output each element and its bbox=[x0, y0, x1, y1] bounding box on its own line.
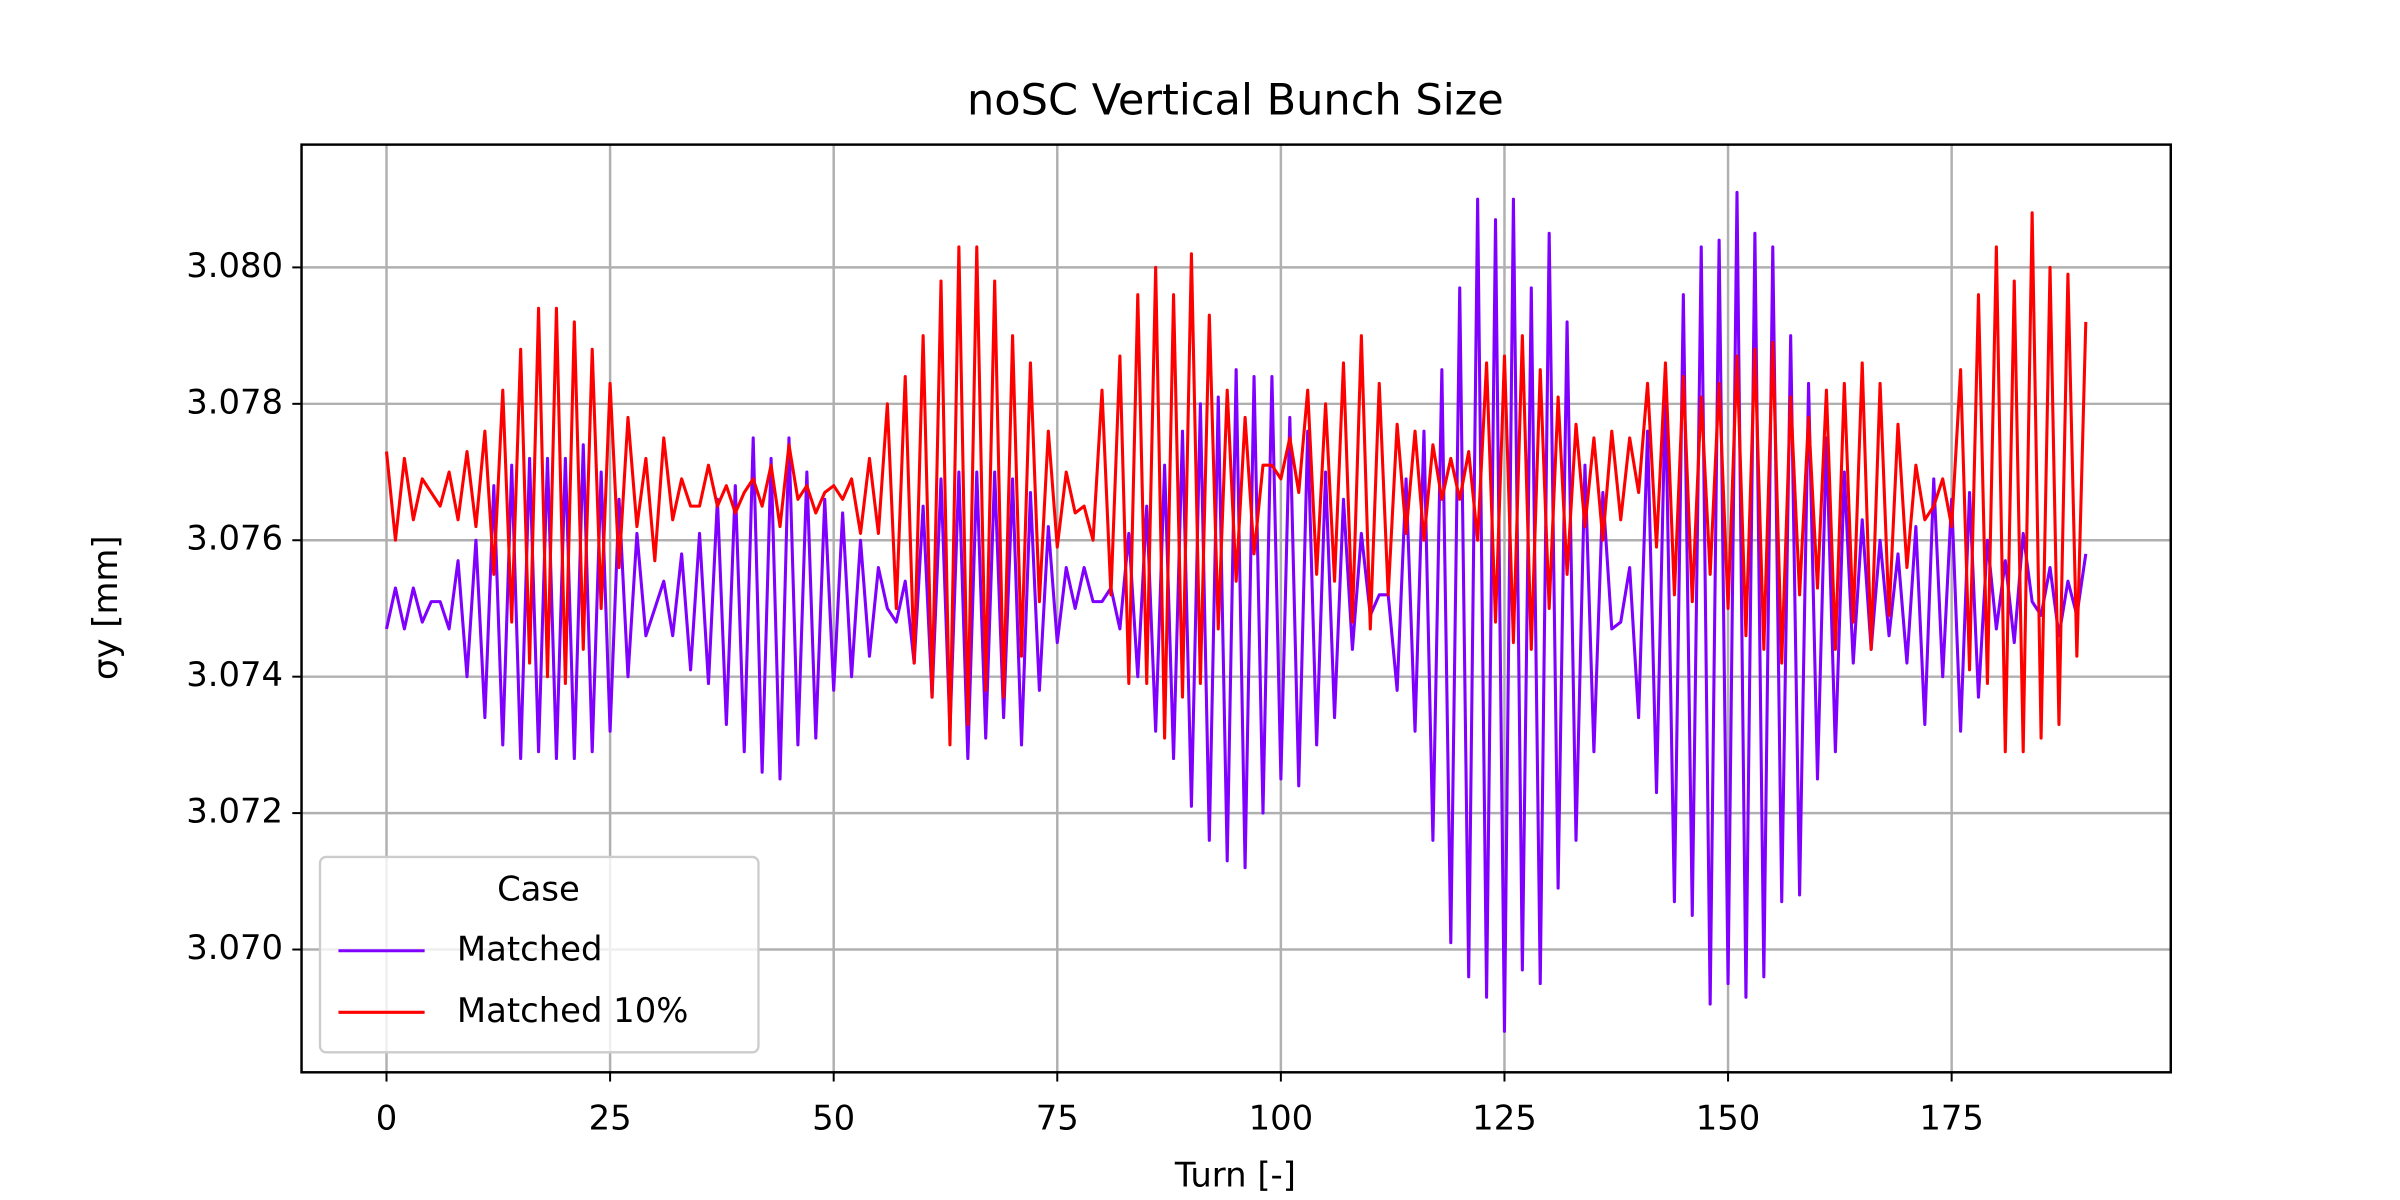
y-tick-label: 3.072 bbox=[186, 792, 283, 831]
y-tick-label: 3.074 bbox=[186, 655, 283, 694]
y-tick-label: 3.078 bbox=[186, 382, 283, 421]
y-tick-label: 3.080 bbox=[186, 246, 283, 285]
y-tick-label: 3.076 bbox=[186, 519, 283, 558]
x-axis-label: Turn [-] bbox=[1174, 1155, 1296, 1194]
ticks: 0 25 50 75 100 125 150 175 3.070 3.072 3.074 3.076 3… bbox=[186, 246, 1984, 1138]
plot-area bbox=[384, 190, 2088, 1033]
x-tick-label: 150 bbox=[1696, 1099, 1761, 1138]
chart-title: noSC Vertical Bunch Size bbox=[967, 76, 1504, 126]
series-line bbox=[384, 211, 2088, 754]
legend-box bbox=[318, 855, 760, 1054]
x-tick-label: 75 bbox=[1036, 1099, 1079, 1138]
x-tick-label: 0 bbox=[376, 1099, 398, 1138]
x-tick-label: 25 bbox=[589, 1099, 632, 1138]
legend-label: Matched bbox=[457, 929, 603, 968]
legend: Case Matched Matched 10% bbox=[318, 855, 760, 1054]
series-line bbox=[385, 190, 2088, 1033]
axes-frame bbox=[300, 143, 2172, 1074]
legend-title: Case bbox=[497, 869, 580, 908]
x-tick-label: 50 bbox=[812, 1099, 855, 1138]
y-tick-label: 3.070 bbox=[186, 928, 283, 967]
legend-label: Matched 10% bbox=[457, 991, 688, 1030]
x-tick-label: 175 bbox=[1919, 1099, 1984, 1138]
y-axis-label: σy [mm] bbox=[86, 535, 125, 680]
x-tick-label: 100 bbox=[1249, 1099, 1314, 1138]
x-tick-label: 125 bbox=[1472, 1099, 1537, 1138]
